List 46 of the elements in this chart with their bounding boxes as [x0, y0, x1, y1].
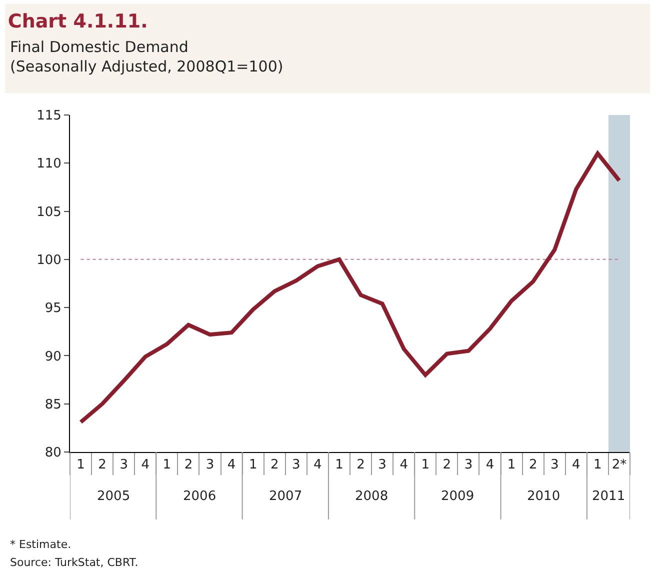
y-tick-label: 80 [44, 446, 62, 461]
x-tick-label: 1 [421, 458, 430, 473]
y-tick-label: 110 [36, 156, 62, 172]
x-tick-label: 2* [612, 458, 628, 473]
x-tick-label: 4 [227, 458, 236, 473]
x-tick-label: 2 [98, 458, 106, 473]
x-tick-label: 3 [378, 458, 386, 473]
x-tick-label: 3 [550, 458, 559, 473]
text: * Estimate. [10, 538, 72, 551]
x-tick-label: 1 [507, 458, 516, 473]
x-tick-label: 3 [206, 458, 214, 473]
line-series [78, 152, 622, 424]
x-tick-label: 2 [356, 458, 365, 473]
x-tick-label: 1 [248, 458, 258, 473]
text: 2007 [269, 489, 302, 504]
x-tick-label: 1 [335, 458, 344, 473]
x-tick-label: 3 [464, 458, 473, 473]
text: 2006 [183, 489, 216, 504]
text: 2009 [441, 489, 474, 504]
text: 2011 [592, 489, 626, 504]
chart-title: Chart 4.1.11. [8, 10, 148, 33]
x-tick-label: 1 [594, 458, 602, 473]
y-tick-label: 85 [44, 397, 62, 412]
y-tick-label: 100 [36, 252, 62, 268]
x-tick-label: 2 [442, 458, 452, 473]
x-tick-label: 4 [486, 458, 494, 473]
y-tick-label: 95 [44, 301, 62, 316]
y-tick-label: 105 [36, 204, 62, 220]
x-tick-label: 4 [572, 458, 580, 473]
x-tick-label: 2 [184, 458, 193, 473]
x-tick-label: 2 [270, 458, 279, 473]
y-tick-label: 90 [44, 349, 62, 364]
text: 2008 [355, 489, 388, 504]
x-tick-label: 1 [162, 458, 172, 473]
y-tick-label: 115 [36, 108, 62, 124]
x-tick-label: 4 [141, 458, 150, 473]
text: 2005 [97, 489, 130, 504]
text: 2010 [527, 489, 560, 504]
chart-subtitle: Final Domestic Demand (Seasonally Adjusted, 2008Q1=100) [10, 38, 284, 76]
x-tick-label: 3 [292, 458, 300, 473]
x-tick-label: 4 [314, 458, 322, 473]
x-tick-label: 3 [120, 458, 128, 473]
x-tick-label: 2 [528, 458, 538, 473]
x-tick-label: 4 [400, 458, 408, 473]
source-note: Source: TurkStat, CBRT. [10, 556, 138, 569]
x-tick-label: 1 [76, 458, 85, 473]
